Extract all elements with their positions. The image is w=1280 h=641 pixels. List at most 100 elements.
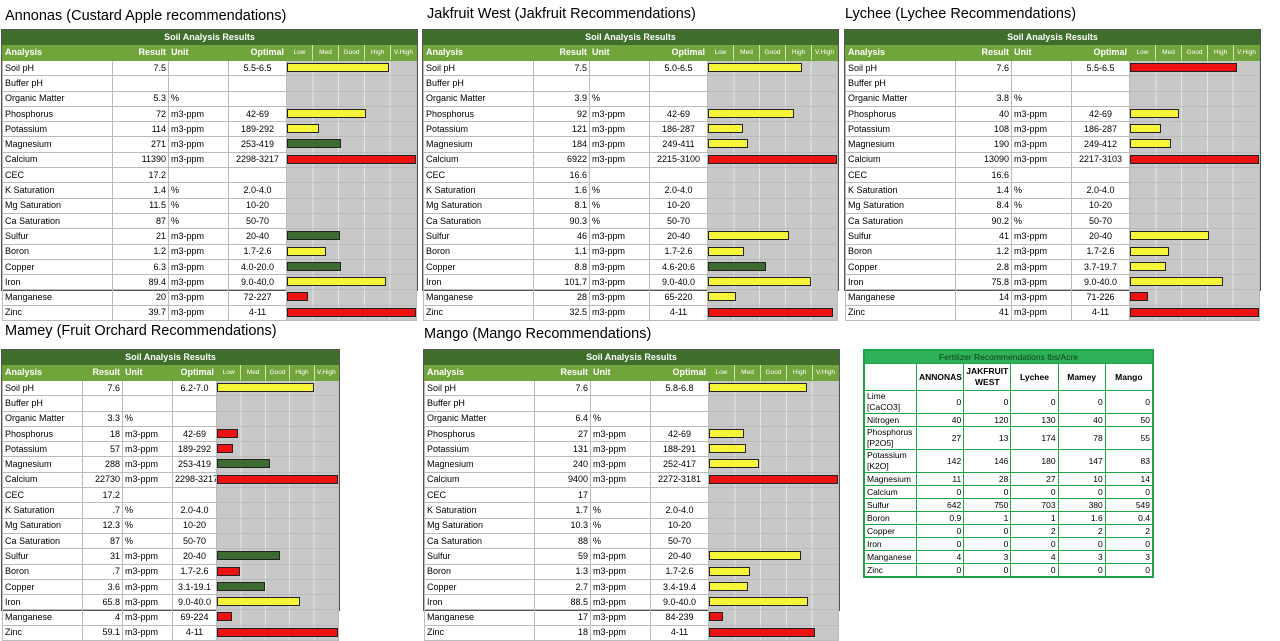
level-bar-cell xyxy=(286,75,417,92)
table-row: Buffer pH xyxy=(2,75,417,92)
nutrient-formula: [P2O5] xyxy=(867,438,894,448)
unit xyxy=(122,395,173,412)
analysis-name: Organic Matter xyxy=(424,410,535,427)
scale-label: Med xyxy=(734,365,760,380)
recommendation-value: 13 xyxy=(963,426,1012,450)
optimal-range: 3.4-19.4 xyxy=(650,578,709,596)
analysis-name: CEC xyxy=(423,167,534,184)
level-bar xyxy=(708,108,795,118)
optimal-range: 4-11 xyxy=(649,304,708,322)
table-row: Magnesium 288 m3-ppm 253-419 xyxy=(2,456,339,473)
level-bar xyxy=(709,428,744,438)
level-bar-cell xyxy=(708,425,839,443)
unit: m3-ppm xyxy=(590,624,651,641)
level-bar-cell xyxy=(286,121,417,138)
recommendation-value: 0 xyxy=(1104,537,1154,551)
optimal-range: 4-11 xyxy=(650,624,709,641)
fertilizer-row: Zinc 0 0 0 0 0 xyxy=(864,563,1154,577)
optimal-range: 4-11 xyxy=(228,304,287,322)
column-header-analysis: Analysis xyxy=(2,44,113,61)
level-bar-cell xyxy=(707,228,838,245)
fertilizer-row: Boron 0.9 1 1 1.6 0.4 xyxy=(864,511,1154,525)
analysis-name: Mg Saturation xyxy=(2,517,83,534)
optimal-range: 1.7-2.6 xyxy=(650,563,709,580)
level-bar-cell xyxy=(707,151,838,169)
optimal-range xyxy=(649,90,708,107)
optimal-range xyxy=(649,167,708,184)
optimal-range: 189-292 xyxy=(228,121,287,138)
result-value xyxy=(534,395,591,412)
level-bar xyxy=(1130,261,1167,271)
table-row: Iron 89.4 m3-ppm 9.0-40.0 xyxy=(2,274,417,291)
table-row: K Saturation .7% 2.0-4.0 xyxy=(2,502,339,519)
result-value: 92 xyxy=(533,105,590,123)
level-bar-cell xyxy=(1129,105,1260,123)
unit: % xyxy=(590,502,651,519)
result-value: 8.1 xyxy=(533,197,590,214)
unit: % xyxy=(1011,90,1072,107)
result-value: 87 xyxy=(112,212,169,230)
result-value: 90.2 xyxy=(955,212,1012,230)
scale-label: High xyxy=(1207,45,1233,60)
unit: m3-ppm xyxy=(122,548,173,565)
unit: m3-ppm xyxy=(168,243,229,260)
unit: m3-ppm xyxy=(590,456,651,473)
level-bar-cell xyxy=(708,624,839,641)
recommendation-value: 0 xyxy=(915,524,965,538)
scale-label: Good xyxy=(338,45,364,60)
crop-column-header: Mango xyxy=(1104,363,1154,391)
result-value: 41 xyxy=(955,228,1012,245)
level-bar xyxy=(287,292,308,302)
analysis-name: K Saturation xyxy=(424,502,535,519)
optimal-range: 2.0-4.0 xyxy=(228,182,287,199)
analysis-name: Boron xyxy=(2,243,113,260)
result-value: 1.2 xyxy=(112,243,169,260)
recommendation-value: 3 xyxy=(963,550,1012,564)
result-value: 17 xyxy=(534,487,591,504)
analysis-name: Phosphorus xyxy=(845,105,956,123)
level-bar xyxy=(1130,277,1223,287)
level-bar xyxy=(1130,124,1161,134)
result-value: 12.3 xyxy=(82,517,123,534)
optimal-range: 186-287 xyxy=(649,121,708,138)
level-bar xyxy=(708,63,803,72)
table-row: Copper 8.8 m3-ppm 4.6-20.6 xyxy=(423,258,838,276)
report-title-annonas: Annonas (Custard Apple recommendations) xyxy=(5,8,287,24)
scale-label: V.High xyxy=(811,45,837,60)
level-bar-cell xyxy=(286,167,417,184)
result-value: 18 xyxy=(82,425,123,443)
result-value: 6.3 xyxy=(112,258,169,276)
level-bar-cell xyxy=(708,456,839,473)
level-bar xyxy=(287,277,387,287)
table-row: Zinc 41 m3-ppm 4-11 xyxy=(845,304,1260,322)
level-bar-cell xyxy=(286,136,417,153)
analysis-name: Zinc xyxy=(423,304,534,322)
level-bar-cell xyxy=(216,471,339,489)
scale-label: Med xyxy=(312,45,338,60)
table-banner: Soil Analysis Results xyxy=(2,30,417,45)
scale-label: Low xyxy=(714,49,727,56)
crop-column-header: ANNONAS xyxy=(915,363,965,391)
analysis-name: Potassium xyxy=(2,441,83,458)
soil-table: Soil Analysis Results Analysis Result Unit O… xyxy=(424,350,839,641)
analysis-name: Iron xyxy=(2,274,113,291)
level-bar-cell xyxy=(708,609,839,626)
recommendation-value: 147 xyxy=(1057,449,1106,473)
recommendation-value: 0 xyxy=(963,485,1012,499)
level-bar xyxy=(1130,139,1172,149)
level-bar-cell xyxy=(1129,182,1260,199)
table-row: Boron 1.3 m3-ppm 1.7-2.6 xyxy=(424,563,839,580)
column-header-optimal: Optimal xyxy=(650,364,709,381)
level-bar xyxy=(287,231,340,241)
optimal-range: 5.5-6.5 xyxy=(228,59,287,77)
analysis-name: Organic Matter xyxy=(845,90,956,107)
analysis-name: Potassium xyxy=(423,121,534,138)
level-bar xyxy=(708,124,743,134)
recommendation-value: 549 xyxy=(1104,498,1154,512)
result-value: 131 xyxy=(534,441,591,458)
optimal-range xyxy=(649,75,708,92)
unit xyxy=(590,395,651,412)
level-bar-cell xyxy=(707,167,838,184)
table-row: K Saturation 1.4% 2.0-4.0 xyxy=(2,182,417,199)
level-bar xyxy=(1130,231,1209,241)
